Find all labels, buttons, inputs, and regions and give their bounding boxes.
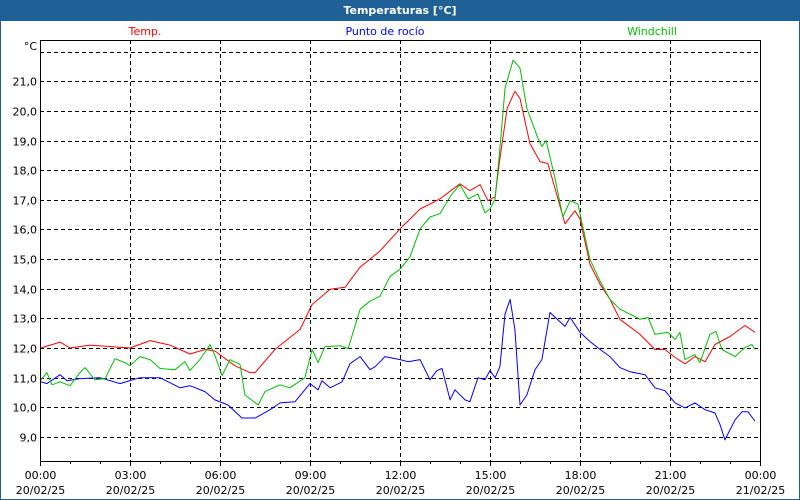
x-tick-date-label: 20/02/25: [556, 484, 605, 497]
legend-label: Temp.: [128, 25, 162, 38]
y-tick-label: 9,0: [20, 432, 38, 445]
y-tick-label: 14,0: [13, 284, 38, 297]
x-tick-time-label: 12:00: [385, 469, 417, 482]
x-tick-time-label: 03:00: [115, 469, 147, 482]
y-tick-label: 19,0: [13, 136, 38, 149]
y-tick-label: 12,0: [13, 343, 38, 356]
y-tick-label: 17,0: [13, 195, 38, 208]
y-tick-label: 16,0: [13, 224, 38, 237]
x-tick-date-label: 20/02/25: [106, 484, 155, 497]
x-tick-date-label: 20/02/25: [286, 484, 335, 497]
x-tick-date-label: 20/02/25: [376, 484, 425, 497]
series-line-punto-de-roc-o: [40, 298, 756, 441]
x-tick-time-label: 18:00: [565, 469, 597, 482]
y-tick-label: 18,0: [13, 165, 38, 178]
series-line-temp: [40, 90, 756, 374]
x-tick-time-label: 06:00: [205, 469, 237, 482]
y-tick-label: 13,0: [13, 313, 38, 326]
y-tick-label: 11,0: [13, 373, 38, 386]
y-tick-label: 10,0: [13, 402, 38, 415]
window-title: Temperaturas [°C]: [1, 1, 799, 21]
x-tick-date-label: 20/02/25: [466, 484, 515, 497]
x-tick-date-label: 21/02/25: [736, 484, 785, 497]
y-tick-label: 21,0: [13, 76, 38, 89]
y-axis-unit-label: °C: [24, 40, 38, 53]
x-tick-date-label: 20/02/25: [16, 484, 65, 497]
x-tick-time-label: 00:00: [745, 469, 777, 482]
y-tick-label: 15,0: [13, 254, 38, 267]
x-tick-time-label: 09:00: [295, 469, 327, 482]
legend-label: Windchill: [627, 25, 677, 38]
x-tick-date-label: 20/02/25: [646, 484, 695, 497]
y-tick-label: 20,0: [13, 106, 38, 119]
x-tick-date-label: 20/02/25: [196, 484, 245, 497]
x-tick-time-label: 15:00: [475, 469, 507, 482]
legend-label: Punto de rocío: [345, 25, 424, 38]
x-tick-time-label: 21:00: [655, 469, 687, 482]
series-line-windchill: [40, 59, 756, 406]
x-tick-time-label: 00:00: [25, 469, 57, 482]
